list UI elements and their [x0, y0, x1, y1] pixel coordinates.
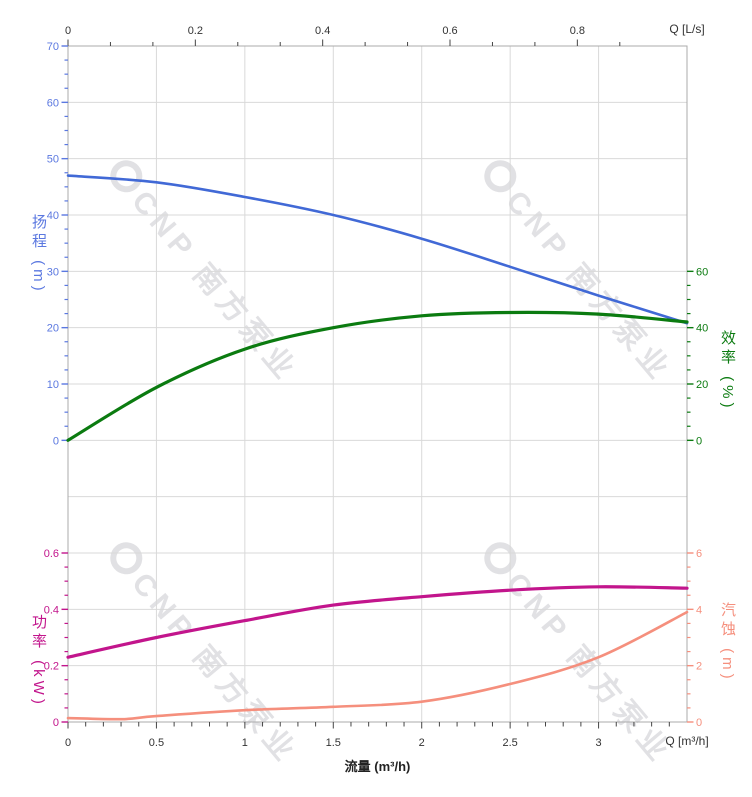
top-axis-unit-label: Q [L/s] — [669, 22, 705, 36]
npsh-tick-label: 2 — [696, 661, 702, 673]
head-tick-label: 70 — [47, 41, 59, 53]
npsh-tick-label: 6 — [696, 548, 702, 560]
efficiency-tick-label: 60 — [696, 266, 708, 278]
head-axis-title: 扬程 (m) — [30, 214, 47, 295]
power-tick-label: 0.2 — [44, 661, 59, 673]
head-tick-label: 20 — [47, 323, 59, 335]
x-bottom-tick-label: 2.5 — [502, 737, 517, 749]
head-tick-label: 40 — [47, 210, 59, 222]
x-top-tick-label: 0.4 — [315, 25, 330, 37]
npsh-tick-label: 0 — [696, 717, 702, 729]
npsh-axis-title: 汽蚀 (m) — [719, 602, 736, 683]
bottom-axis-unit-label: Q [m³/h] — [665, 734, 709, 748]
efficiency-curve — [66, 310, 689, 442]
power-curve — [66, 585, 689, 659]
power-tick-label: 0 — [53, 717, 59, 729]
x-top-tick-label: 0 — [65, 25, 71, 37]
efficiency-tick-label: 20 — [696, 379, 708, 391]
head-tick-label: 0 — [53, 435, 59, 447]
head-tick-label: 50 — [47, 154, 59, 166]
npsh-tick-label: 4 — [696, 604, 702, 616]
x-top-tick-label: 0.6 — [442, 25, 457, 37]
head-tick-label: 10 — [47, 379, 59, 391]
head-tick-label: 30 — [47, 266, 59, 278]
power-axis-title: 功率 (kW) — [30, 614, 47, 708]
x-bottom-tick-label: 1 — [242, 737, 248, 749]
x-top-tick-label: 0.8 — [570, 25, 585, 37]
x-bottom-tick-label: 3 — [596, 737, 602, 749]
efficiency-tick-label: 0 — [696, 435, 702, 447]
x-bottom-tick-label: 0 — [65, 737, 71, 749]
power-tick-label: 0.6 — [44, 548, 59, 560]
power-tick-label: 0.4 — [44, 604, 59, 616]
x-bottom-tick-label: 2 — [419, 737, 425, 749]
npsh-curve — [66, 610, 689, 721]
x-top-tick-label: 0.2 — [188, 25, 203, 37]
x-bottom-tick-label: 1.5 — [326, 737, 341, 749]
head-tick-label: 60 — [47, 97, 59, 109]
head-curve — [66, 174, 689, 325]
x-bottom-tick-label: 0.5 — [149, 737, 164, 749]
efficiency-axis-title: 效率 (%) — [719, 330, 736, 412]
x-axis-title: 流量 (m³/h) — [344, 759, 411, 774]
efficiency-tick-label: 40 — [696, 323, 708, 335]
